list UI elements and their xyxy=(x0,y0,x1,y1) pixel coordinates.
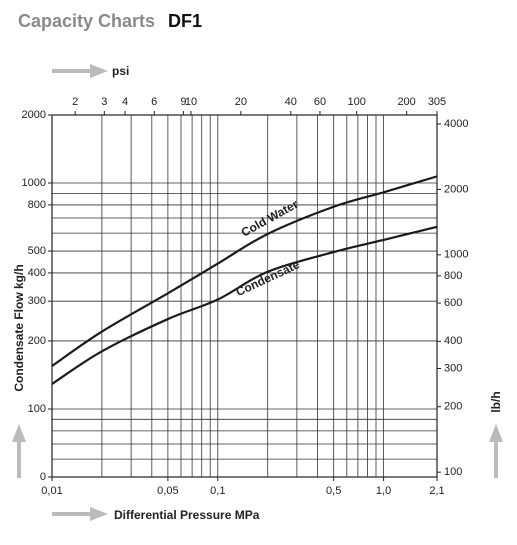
plot-frame xyxy=(51,114,438,478)
y2-tick-label: 100 xyxy=(444,466,462,478)
x-tick-label: 1,0 xyxy=(376,485,391,497)
y2-tick-label: 4000 xyxy=(444,118,468,130)
x2-tick-label: 2 xyxy=(72,96,78,108)
chart-subtitle: DF1 xyxy=(168,11,202,31)
y2-tick-label: 600 xyxy=(444,297,462,309)
chart-title: Capacity Charts xyxy=(18,11,155,31)
y-axis-label: Condensate Flow kg/h xyxy=(12,264,26,391)
y2-tick-label: 300 xyxy=(444,362,462,374)
x2-tick-label: 305 xyxy=(428,96,446,108)
x2-axis-label: psi xyxy=(112,64,129,78)
y2-tick-label: 400 xyxy=(444,335,462,347)
y2-axis-label: lb/h xyxy=(489,391,503,412)
x2-tick-label: 9 xyxy=(180,96,186,108)
arrow-head xyxy=(12,424,26,442)
arrow-shaft xyxy=(52,69,92,73)
x-tick-label: 0,1 xyxy=(210,485,225,497)
y-tick-label: 300 xyxy=(28,295,46,307)
x2-tick-label: 40 xyxy=(285,96,297,108)
y-tick-label: 1000 xyxy=(22,177,46,189)
x2-tick-label: 200 xyxy=(397,96,415,108)
arrow-shaft xyxy=(17,440,21,478)
y2-tick-label: 800 xyxy=(444,270,462,282)
x-tick-label: 0,01 xyxy=(41,485,62,497)
x2-tick-label: 6 xyxy=(151,96,157,108)
y-tick-label: 2000 xyxy=(22,109,46,121)
arrow-head xyxy=(90,507,108,521)
y2-tick-label: 200 xyxy=(444,401,462,413)
x2-tick-label: 60 xyxy=(314,96,326,108)
arrow-head xyxy=(90,64,108,78)
x2-tick-label: 4 xyxy=(122,96,128,108)
curve xyxy=(51,225,438,385)
y-tick-label: 100 xyxy=(28,403,46,415)
x2-tick-label: 10 xyxy=(185,96,197,108)
x2-tick-label: 100 xyxy=(348,96,366,108)
arrow-shaft xyxy=(494,440,498,478)
y-tick-label: 200 xyxy=(28,335,46,347)
y2-tick-label: 2000 xyxy=(444,183,468,195)
x2-tick-label: 3 xyxy=(101,96,107,108)
arrows xyxy=(12,64,503,521)
x-tick-label: 0,5 xyxy=(326,485,341,497)
x-tick-label: 2,1 xyxy=(429,485,444,497)
y-tick-label: 0 xyxy=(40,471,46,483)
x-tick-label: 0,05 xyxy=(157,485,178,497)
x-axis-label: Differential Pressure MPa xyxy=(114,508,260,522)
y-tick-label: 800 xyxy=(28,199,46,211)
x2-tick-label: 20 xyxy=(235,96,247,108)
curve xyxy=(51,175,438,367)
arrow-shaft xyxy=(52,512,92,516)
y-tick-label: 400 xyxy=(28,267,46,279)
arrow-head xyxy=(489,424,503,442)
y-tick-label: 500 xyxy=(28,245,46,257)
y2-tick-label: 1000 xyxy=(444,249,468,261)
